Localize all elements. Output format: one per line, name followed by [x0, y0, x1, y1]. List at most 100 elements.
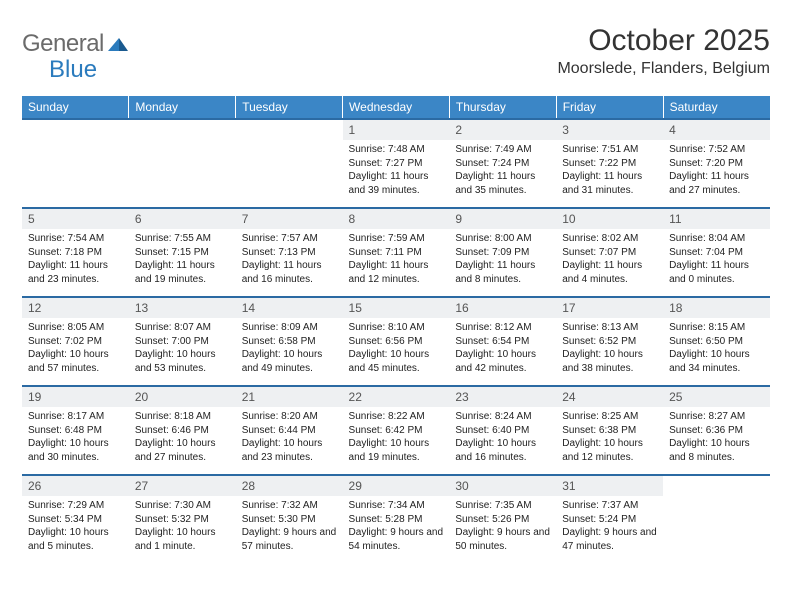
sunrise-line: Sunrise: 7:55 AM	[135, 232, 230, 246]
day-cell: 29Sunrise: 7:34 AMSunset: 5:28 PMDayligh…	[343, 475, 450, 564]
day-content: Sunrise: 8:00 AMSunset: 7:09 PMDaylight:…	[449, 229, 556, 288]
day-content: Sunrise: 7:54 AMSunset: 7:18 PMDaylight:…	[22, 229, 129, 288]
sunset-line: Sunset: 7:22 PM	[562, 157, 657, 171]
day-number: 11	[663, 209, 770, 229]
calendar-page: General October 2025 Moorslede, Flanders…	[0, 0, 792, 576]
day-cell: ..	[22, 119, 129, 208]
day-cell: 4Sunrise: 7:52 AMSunset: 7:20 PMDaylight…	[663, 119, 770, 208]
day-cell: 3Sunrise: 7:51 AMSunset: 7:22 PMDaylight…	[556, 119, 663, 208]
day-cell: 6Sunrise: 7:55 AMSunset: 7:15 PMDaylight…	[129, 208, 236, 297]
sunset-line: Sunset: 7:24 PM	[455, 157, 550, 171]
day-number: 29	[343, 476, 450, 496]
daylight-line: Daylight: 11 hours and 27 minutes.	[669, 170, 764, 197]
week-row: 19Sunrise: 8:17 AMSunset: 6:48 PMDayligh…	[22, 386, 770, 475]
day-cell: 16Sunrise: 8:12 AMSunset: 6:54 PMDayligh…	[449, 297, 556, 386]
day-number: 6	[129, 209, 236, 229]
day-header-thu: Thursday	[449, 96, 556, 119]
day-number: 5	[22, 209, 129, 229]
day-cell: ..	[129, 119, 236, 208]
sunset-line: Sunset: 7:04 PM	[669, 246, 764, 260]
daylight-line: Daylight: 9 hours and 54 minutes.	[349, 526, 444, 553]
sunset-line: Sunset: 6:58 PM	[242, 335, 337, 349]
sunset-line: Sunset: 5:34 PM	[28, 513, 123, 527]
sunrise-line: Sunrise: 7:34 AM	[349, 499, 444, 513]
sunrise-line: Sunrise: 8:07 AM	[135, 321, 230, 335]
day-header-tue: Tuesday	[236, 96, 343, 119]
day-content: Sunrise: 8:02 AMSunset: 7:07 PMDaylight:…	[556, 229, 663, 288]
sunrise-line: Sunrise: 7:52 AM	[669, 143, 764, 157]
sunrise-line: Sunrise: 7:48 AM	[349, 143, 444, 157]
sunset-line: Sunset: 6:48 PM	[28, 424, 123, 438]
sunset-line: Sunset: 7:11 PM	[349, 246, 444, 260]
day-cell: 2Sunrise: 7:49 AMSunset: 7:24 PMDaylight…	[449, 119, 556, 208]
day-cell: 27Sunrise: 7:30 AMSunset: 5:32 PMDayligh…	[129, 475, 236, 564]
daylight-line: Daylight: 10 hours and 38 minutes.	[562, 348, 657, 375]
day-content: Sunrise: 8:07 AMSunset: 7:00 PMDaylight:…	[129, 318, 236, 377]
day-cell: 1Sunrise: 7:48 AMSunset: 7:27 PMDaylight…	[343, 119, 450, 208]
sunrise-line: Sunrise: 8:24 AM	[455, 410, 550, 424]
sunset-line: Sunset: 6:52 PM	[562, 335, 657, 349]
sunset-line: Sunset: 7:15 PM	[135, 246, 230, 260]
sunset-line: Sunset: 7:27 PM	[349, 157, 444, 171]
day-number: 19	[22, 387, 129, 407]
daylight-line: Daylight: 9 hours and 57 minutes.	[242, 526, 337, 553]
day-number: 8	[343, 209, 450, 229]
sunrise-line: Sunrise: 7:30 AM	[135, 499, 230, 513]
daylight-line: Daylight: 10 hours and 8 minutes.	[669, 437, 764, 464]
day-number: 1	[343, 120, 450, 140]
day-number: 10	[556, 209, 663, 229]
daylight-line: Daylight: 10 hours and 34 minutes.	[669, 348, 764, 375]
day-content: Sunrise: 7:49 AMSunset: 7:24 PMDaylight:…	[449, 140, 556, 199]
daylight-line: Daylight: 10 hours and 30 minutes.	[28, 437, 123, 464]
sunset-line: Sunset: 6:38 PM	[562, 424, 657, 438]
daylight-line: Daylight: 10 hours and 16 minutes.	[455, 437, 550, 464]
daylight-line: Daylight: 10 hours and 19 minutes.	[349, 437, 444, 464]
daylight-line: Daylight: 11 hours and 16 minutes.	[242, 259, 337, 286]
day-header-sat: Saturday	[663, 96, 770, 119]
day-content: Sunrise: 7:34 AMSunset: 5:28 PMDaylight:…	[343, 496, 450, 555]
daylight-line: Daylight: 9 hours and 50 minutes.	[455, 526, 550, 553]
sunrise-line: Sunrise: 7:37 AM	[562, 499, 657, 513]
sunrise-line: Sunrise: 8:15 AM	[669, 321, 764, 335]
day-header-row: Sunday Monday Tuesday Wednesday Thursday…	[22, 96, 770, 119]
daylight-line: Daylight: 10 hours and 27 minutes.	[135, 437, 230, 464]
sunrise-line: Sunrise: 8:00 AM	[455, 232, 550, 246]
sunset-line: Sunset: 7:00 PM	[135, 335, 230, 349]
day-cell: 28Sunrise: 7:32 AMSunset: 5:30 PMDayligh…	[236, 475, 343, 564]
day-number: 16	[449, 298, 556, 318]
day-number: 20	[129, 387, 236, 407]
day-content: Sunrise: 8:05 AMSunset: 7:02 PMDaylight:…	[22, 318, 129, 377]
daylight-line: Daylight: 11 hours and 8 minutes.	[455, 259, 550, 286]
sunrise-line: Sunrise: 8:12 AM	[455, 321, 550, 335]
sunrise-line: Sunrise: 8:17 AM	[28, 410, 123, 424]
day-cell: 7Sunrise: 7:57 AMSunset: 7:13 PMDaylight…	[236, 208, 343, 297]
day-content: Sunrise: 8:13 AMSunset: 6:52 PMDaylight:…	[556, 318, 663, 377]
day-content: Sunrise: 8:12 AMSunset: 6:54 PMDaylight:…	[449, 318, 556, 377]
day-number: 3	[556, 120, 663, 140]
day-cell: 22Sunrise: 8:22 AMSunset: 6:42 PMDayligh…	[343, 386, 450, 475]
sunset-line: Sunset: 6:54 PM	[455, 335, 550, 349]
daylight-line: Daylight: 10 hours and 23 minutes.	[242, 437, 337, 464]
daylight-line: Daylight: 10 hours and 5 minutes.	[28, 526, 123, 553]
day-number: 4	[663, 120, 770, 140]
day-cell: 17Sunrise: 8:13 AMSunset: 6:52 PMDayligh…	[556, 297, 663, 386]
sunrise-line: Sunrise: 8:02 AM	[562, 232, 657, 246]
day-content: Sunrise: 8:18 AMSunset: 6:46 PMDaylight:…	[129, 407, 236, 466]
day-cell: 21Sunrise: 8:20 AMSunset: 6:44 PMDayligh…	[236, 386, 343, 475]
sunset-line: Sunset: 6:44 PM	[242, 424, 337, 438]
day-number: 25	[663, 387, 770, 407]
day-content: Sunrise: 7:48 AMSunset: 7:27 PMDaylight:…	[343, 140, 450, 199]
logo-text-blue: Blue	[49, 56, 97, 83]
sunset-line: Sunset: 5:30 PM	[242, 513, 337, 527]
day-number: 30	[449, 476, 556, 496]
sunset-line: Sunset: 6:40 PM	[455, 424, 550, 438]
day-content: Sunrise: 8:10 AMSunset: 6:56 PMDaylight:…	[343, 318, 450, 377]
sunset-line: Sunset: 7:07 PM	[562, 246, 657, 260]
day-header-fri: Friday	[556, 96, 663, 119]
sunset-line: Sunset: 6:42 PM	[349, 424, 444, 438]
day-cell: ..	[236, 119, 343, 208]
sunrise-line: Sunrise: 8:04 AM	[669, 232, 764, 246]
day-cell: ..	[663, 475, 770, 564]
day-cell: 30Sunrise: 7:35 AMSunset: 5:26 PMDayligh…	[449, 475, 556, 564]
daylight-line: Daylight: 10 hours and 57 minutes.	[28, 348, 123, 375]
